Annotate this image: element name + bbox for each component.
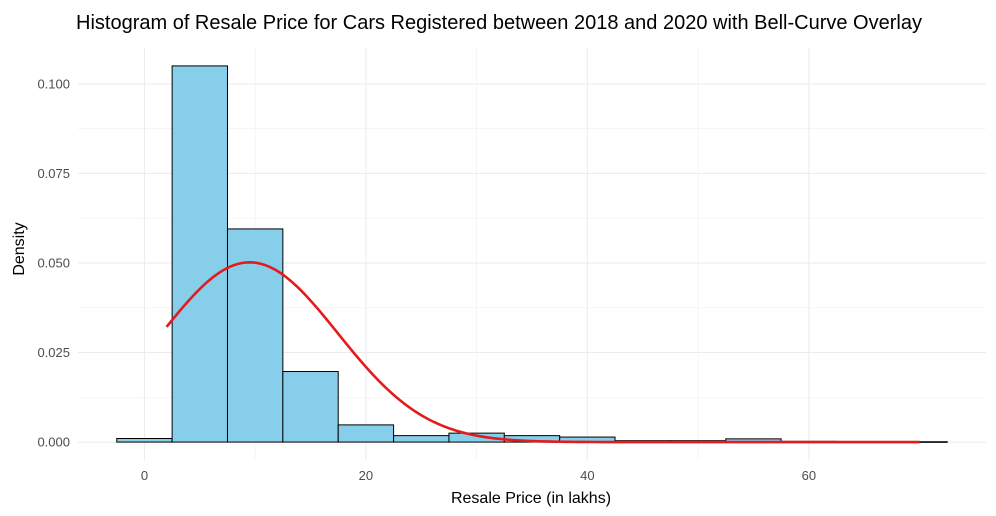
x-tick-label: 40 <box>580 468 594 483</box>
histogram-bar <box>282 371 339 443</box>
y-axis-title: Density <box>11 222 28 275</box>
bell-curve-line <box>165 261 920 444</box>
y-tick-label: 0.050 <box>37 255 70 270</box>
x-axis-title: Resale Price (in lakhs) <box>451 490 611 507</box>
histogram-bar <box>393 435 450 443</box>
ticks-layer: 0 20 40 60 0.000 0.025 0.050 0.075 0.100 <box>37 76 816 483</box>
bars-layer <box>116 65 948 443</box>
y-tick-label: 0.025 <box>37 345 70 360</box>
y-tick-label: 0.000 <box>37 435 70 450</box>
x-tick-label: 60 <box>802 468 816 483</box>
curve-layer <box>165 261 920 444</box>
y-tick-label: 0.075 <box>37 166 70 181</box>
histogram-bar <box>171 65 228 443</box>
x-tick-label: 20 <box>359 468 373 483</box>
y-tick-label: 0.100 <box>37 76 70 91</box>
histogram-bar <box>337 424 395 443</box>
histogram-bar <box>226 228 284 443</box>
histogram-bar <box>116 438 173 443</box>
x-tick-label: 0 <box>141 468 148 483</box>
chart-title: Histogram of Resale Price for Cars Regis… <box>76 12 922 34</box>
